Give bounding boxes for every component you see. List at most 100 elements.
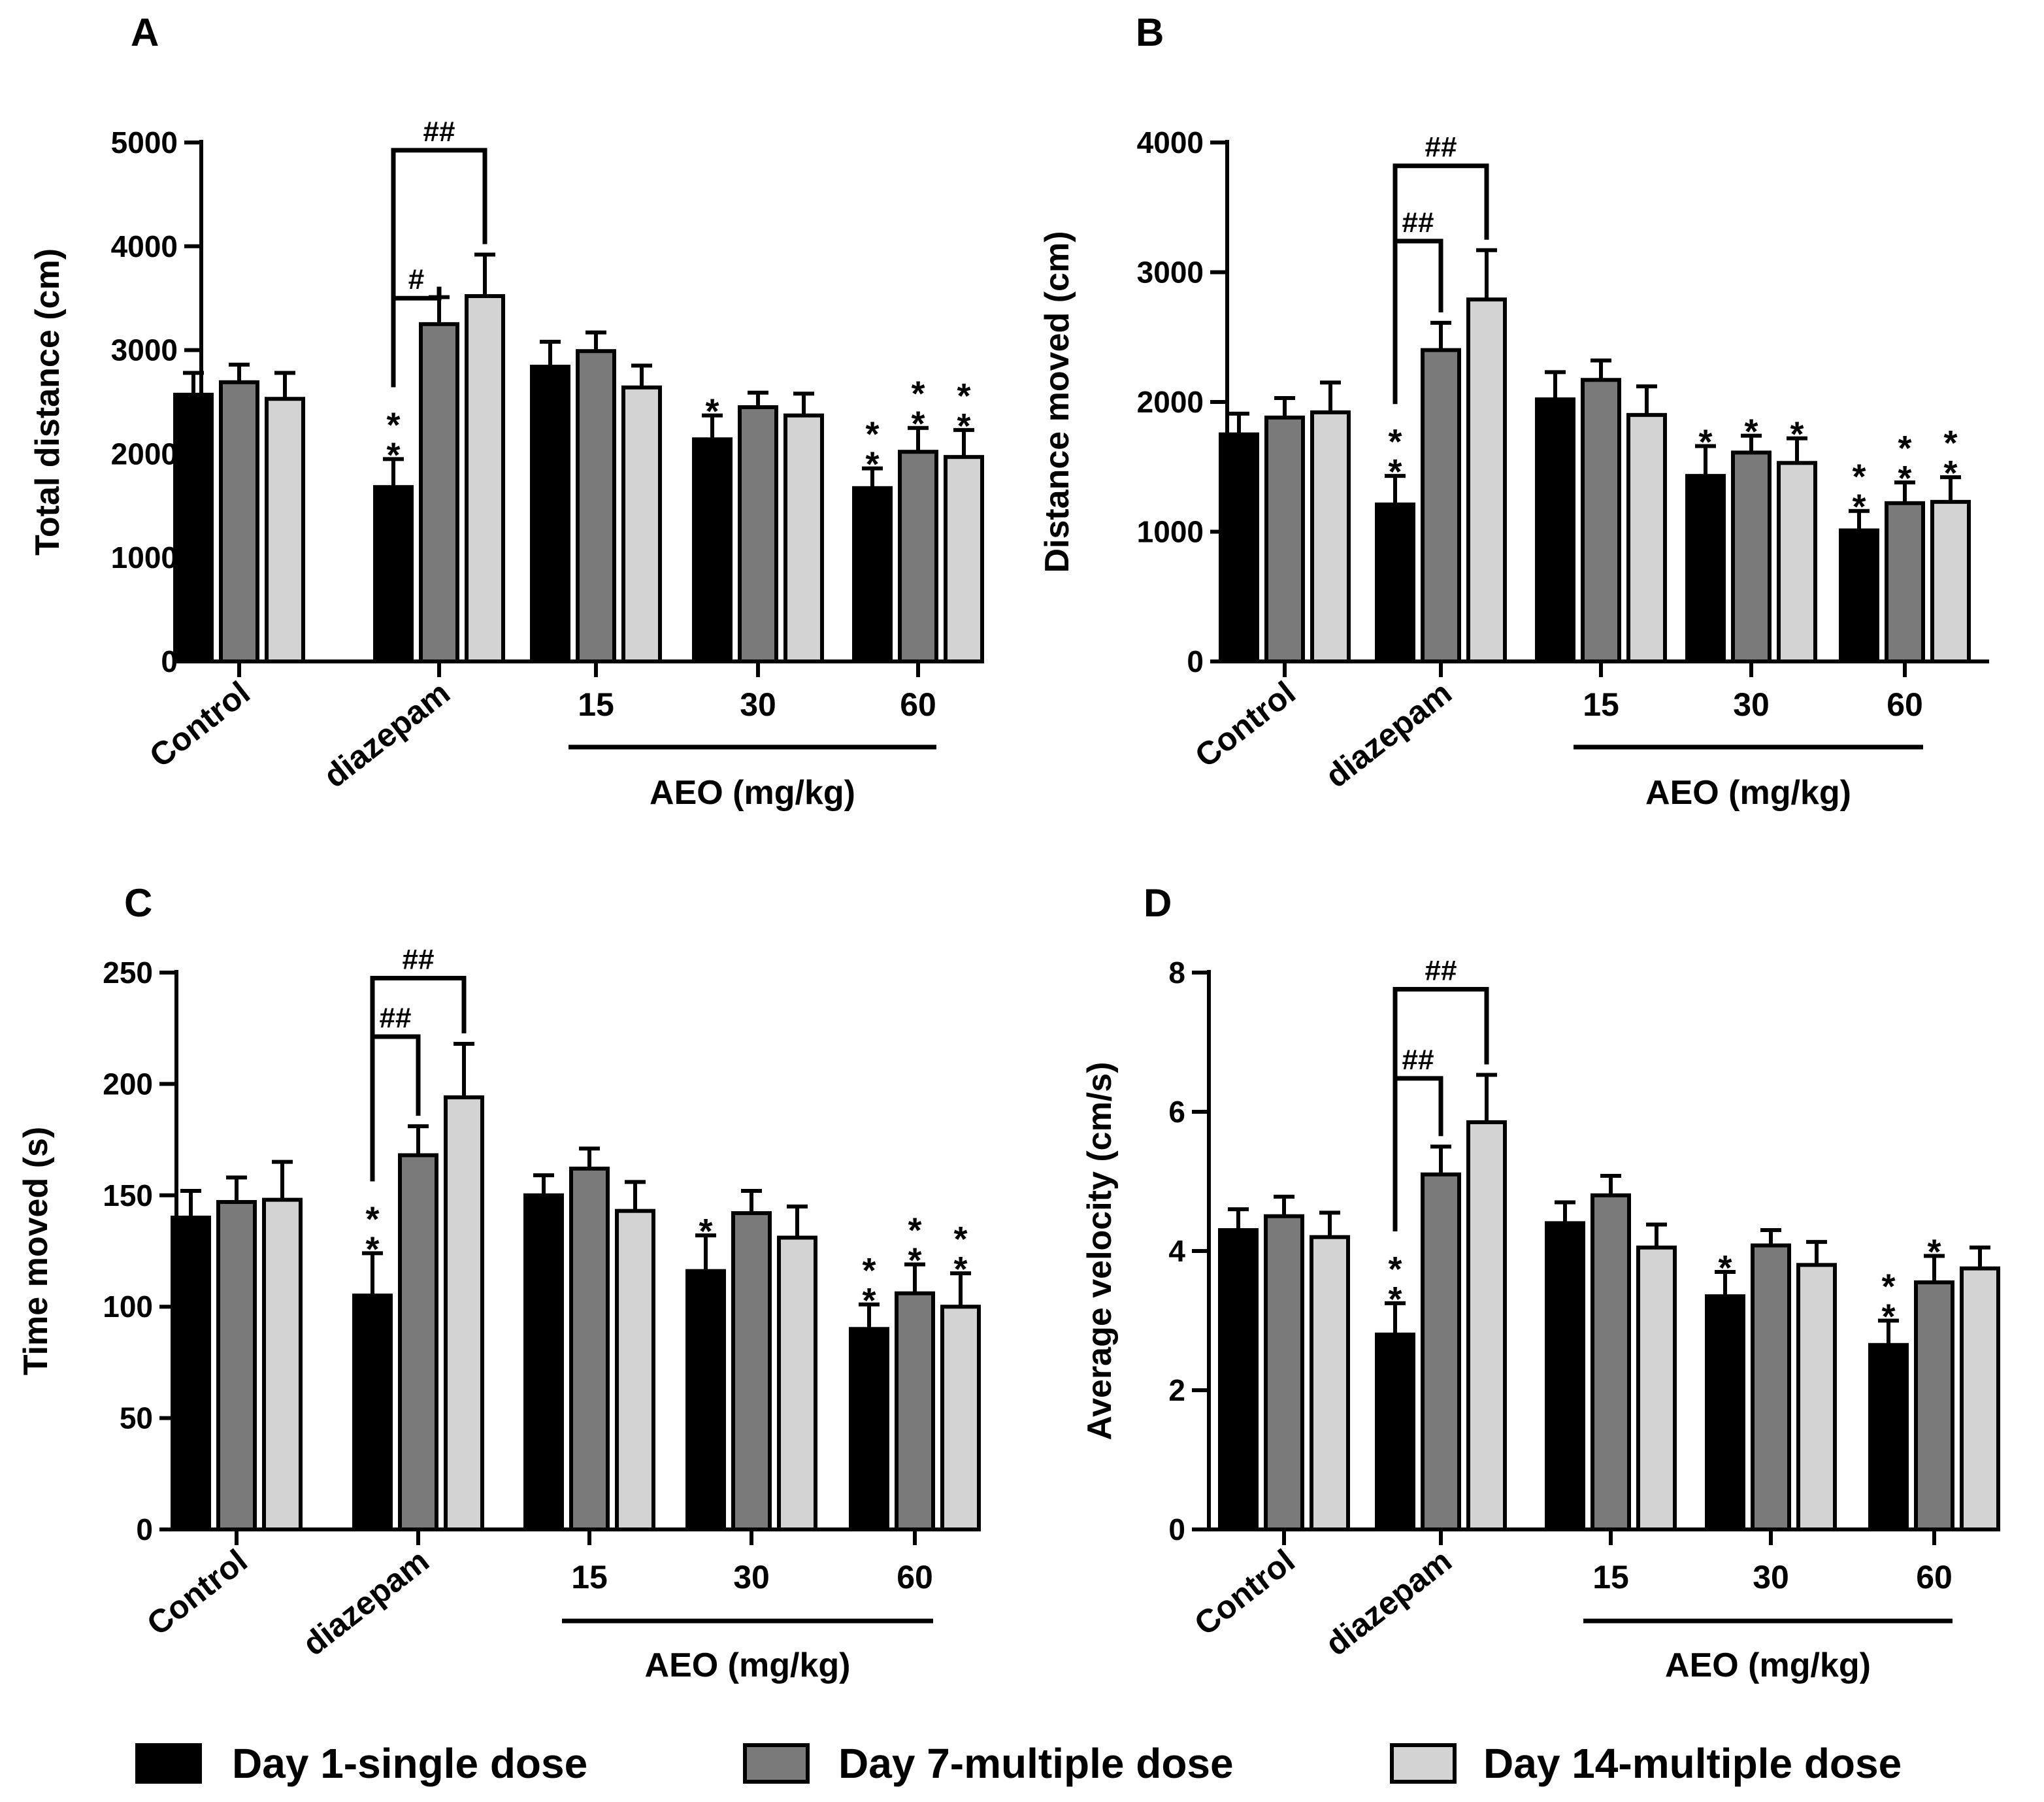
bar	[849, 1327, 889, 1532]
y-tick-label: 6	[1168, 1095, 1185, 1129]
significance-asterisk: *	[865, 445, 879, 484]
bar	[419, 322, 459, 663]
category-label: diazepam	[1319, 675, 1459, 795]
bracket-label: #	[408, 263, 424, 295]
significance-asterisk: *	[908, 1241, 921, 1280]
panel-letter: B	[1136, 10, 1164, 54]
bar	[1705, 1294, 1745, 1531]
category-label: Control	[140, 1543, 254, 1643]
bar	[1731, 450, 1772, 663]
category-label: 30	[1753, 1559, 1789, 1595]
comparison-bracket	[1393, 163, 1489, 405]
panel-letter: A	[131, 10, 159, 54]
bar	[1885, 501, 1925, 664]
comparison-bracket	[1393, 987, 1489, 1231]
bar	[398, 1153, 438, 1532]
bar	[1310, 1235, 1350, 1531]
category-label: 15	[571, 1559, 608, 1595]
category-label: 15	[1592, 1559, 1629, 1595]
significance-asterisk: *	[1852, 488, 1866, 527]
bar	[530, 365, 570, 663]
y-tick-label: 5000	[111, 125, 178, 159]
bar	[1914, 1280, 1954, 1532]
bar	[1535, 397, 1575, 664]
y-tick-label: 3000	[1137, 256, 1204, 290]
category-label: 60	[1916, 1559, 1953, 1595]
y-tick-label: 1000	[1137, 515, 1204, 549]
bar	[1839, 528, 1879, 664]
y-tick-label: 2000	[1137, 385, 1204, 419]
y-tick-label: 4	[1168, 1234, 1185, 1268]
bar	[1375, 1332, 1415, 1532]
bar	[940, 1305, 981, 1531]
bracket-label: ##	[1402, 207, 1434, 239]
significance-asterisk: *	[365, 1199, 379, 1239]
category-label: 30	[1733, 686, 1770, 723]
bar	[1777, 461, 1817, 663]
bar	[898, 450, 938, 663]
category-label: diazepam	[1319, 1543, 1459, 1663]
significance-asterisk: *	[1698, 422, 1712, 461]
significance-asterisk: *	[1388, 1250, 1402, 1289]
y-tick-label: 4000	[1137, 125, 1204, 159]
significance-asterisk: *	[953, 1250, 967, 1289]
legend-label-day7: Day 7-multiple dose	[838, 1740, 1234, 1787]
y-tick-label: 250	[103, 956, 153, 990]
panel-letter: C	[124, 881, 152, 925]
significance-asterisk: *	[1898, 459, 1911, 498]
category-label: 15	[1583, 686, 1619, 723]
panel-c: C Time moved (s) 0 50 100 150 200 250 Control dia…	[17, 881, 981, 1684]
bar	[731, 1211, 772, 1531]
bar	[173, 392, 214, 663]
bar	[1421, 1172, 1461, 1531]
category-label: 15	[578, 686, 614, 723]
panel-b: B Distance moved (cm) 0 1000 2000 3000 4000 Con…	[1038, 10, 1989, 812]
bar	[265, 397, 305, 664]
bar	[1636, 1245, 1677, 1532]
y-tick-label: 150	[103, 1178, 153, 1212]
y-tick-label: 200	[103, 1067, 153, 1101]
bar	[1466, 297, 1507, 663]
legend-label-day14: Day 14-multiple dose	[1483, 1740, 1902, 1787]
significance-asterisk: *	[911, 405, 925, 444]
bar	[1751, 1243, 1791, 1531]
legend-swatch-day1	[135, 1743, 202, 1784]
bar	[615, 1209, 655, 1531]
significance-asterisk: *	[365, 1229, 379, 1269]
panel-letter: D	[1144, 881, 1172, 925]
significance-asterisk: *	[1943, 454, 1957, 493]
significance-asterisk: *	[699, 1212, 712, 1251]
significance-asterisk: *	[865, 415, 879, 454]
significance-asterisk: *	[908, 1210, 921, 1250]
legend-swatch-day14	[1390, 1743, 1457, 1784]
y-tick-label: 0	[1168, 1512, 1185, 1546]
bar	[1545, 1221, 1585, 1532]
significance-asterisk: *	[1388, 422, 1402, 461]
significance-asterisk: *	[1388, 452, 1402, 492]
significance-asterisk: *	[1898, 429, 1911, 468]
category-label: Control	[1187, 1543, 1302, 1643]
significance-asterisk: *	[1943, 424, 1957, 463]
bar	[1375, 502, 1415, 663]
y-tick-label: 1000	[111, 541, 178, 575]
category-label: diazepam	[317, 675, 457, 795]
bar	[576, 349, 616, 663]
bar	[1264, 415, 1305, 663]
group-title: AEO (mg/kg)	[650, 774, 855, 812]
bar	[1219, 432, 1259, 663]
bar	[783, 413, 824, 663]
bar	[171, 1215, 211, 1531]
bar	[1930, 499, 1971, 663]
bar	[1310, 410, 1351, 663]
bar	[777, 1235, 817, 1531]
significance-asterisk: *	[1927, 1232, 1941, 1271]
bracket-label: ##	[380, 1002, 412, 1034]
category-label: 60	[897, 1559, 933, 1595]
bar	[219, 380, 259, 663]
comparison-bracket	[370, 976, 467, 1182]
significance-asterisk: *	[957, 376, 970, 416]
y-tick-label: 2	[1168, 1373, 1185, 1407]
group-title: AEO (mg/kg)	[1645, 774, 1851, 812]
legend: Day 1-single dose Day 7-multiple dose Da…	[135, 1740, 1902, 1787]
